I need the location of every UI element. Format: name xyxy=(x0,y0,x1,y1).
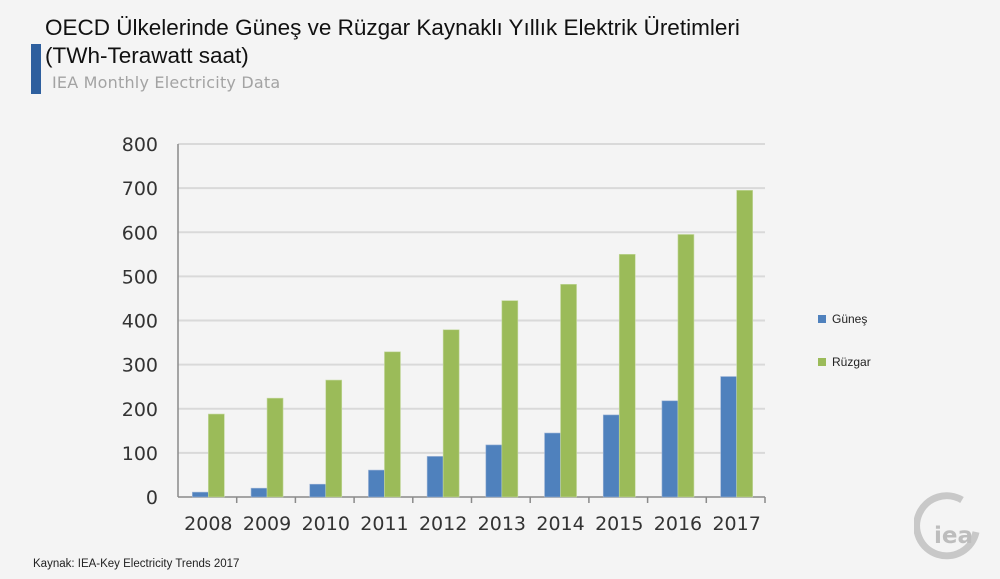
y-tick-label: 100 xyxy=(122,443,158,465)
legend-label-ruzgar: Rüzgar xyxy=(832,355,871,369)
x-tick-label: 2014 xyxy=(536,513,584,535)
bar-güneş-2009 xyxy=(250,487,268,498)
y-tick-label: 800 xyxy=(122,134,158,156)
x-tick-label: 2010 xyxy=(302,513,350,535)
x-tick-label: 2008 xyxy=(184,513,232,535)
bar-rüzgar-2009 xyxy=(266,397,284,498)
chart-title: OECD Ülkelerinde Güneş ve Rüzgar Kaynakl… xyxy=(45,15,740,68)
x-tick-label: 2016 xyxy=(654,513,702,535)
svg-text:iea: iea xyxy=(934,523,973,549)
x-tick-label: 2009 xyxy=(243,513,291,535)
title-accent-bar xyxy=(31,44,41,94)
bar-rüzgar-2011 xyxy=(384,351,401,498)
bar-güneş-2016 xyxy=(661,400,679,498)
source-note: Kaynak: IEA-Key Electricity Trends 2017 xyxy=(33,558,240,570)
y-tick-label: 300 xyxy=(122,355,158,377)
bar-rüzgar-2015 xyxy=(618,254,636,498)
bar-güneş-2010 xyxy=(309,483,327,498)
y-tick-label: 700 xyxy=(122,178,158,200)
bar-güneş-2012 xyxy=(426,456,444,498)
bar-rüzgar-2008 xyxy=(208,413,225,498)
y-tick-label: 400 xyxy=(122,311,158,333)
chart-subtitle: IEA Monthly Electricity Data xyxy=(52,73,281,92)
x-tick-label: 2013 xyxy=(478,513,526,535)
x-tick-label: 2012 xyxy=(419,513,467,535)
bar-güneş-2008 xyxy=(192,491,209,498)
bar-rüzgar-2012 xyxy=(442,329,460,498)
bar-rüzgar-2017 xyxy=(736,190,753,498)
y-tick-label: 600 xyxy=(122,222,158,244)
bar-güneş-2011 xyxy=(368,469,385,498)
legend-swatch-gunes xyxy=(818,315,826,323)
bar-rüzgar-2010 xyxy=(325,379,343,498)
x-tick-label: 2017 xyxy=(712,513,760,535)
bar-rüzgar-2014 xyxy=(560,284,577,498)
y-tick-label: 200 xyxy=(122,399,158,421)
legend-item-gunes: Güneş xyxy=(818,312,867,326)
bar-güneş-2013 xyxy=(485,444,503,498)
legend-label-gunes: Güneş xyxy=(832,312,868,326)
x-tick-label: 2015 xyxy=(595,513,643,535)
legend-swatch-ruzgar xyxy=(818,358,826,366)
bar-rüzgar-2013 xyxy=(501,300,519,498)
iea-logo: iea xyxy=(914,492,980,560)
bar-güneş-2017 xyxy=(720,376,737,498)
bar-rüzgar-2016 xyxy=(677,234,695,498)
bar-güneş-2015 xyxy=(602,414,620,498)
y-tick-label: 0 xyxy=(146,487,158,509)
y-tick-label: 500 xyxy=(122,266,158,288)
legend-item-ruzgar: Rüzgar xyxy=(818,355,871,369)
x-tick-label: 2011 xyxy=(360,513,408,535)
bar-güneş-2014 xyxy=(544,432,561,498)
